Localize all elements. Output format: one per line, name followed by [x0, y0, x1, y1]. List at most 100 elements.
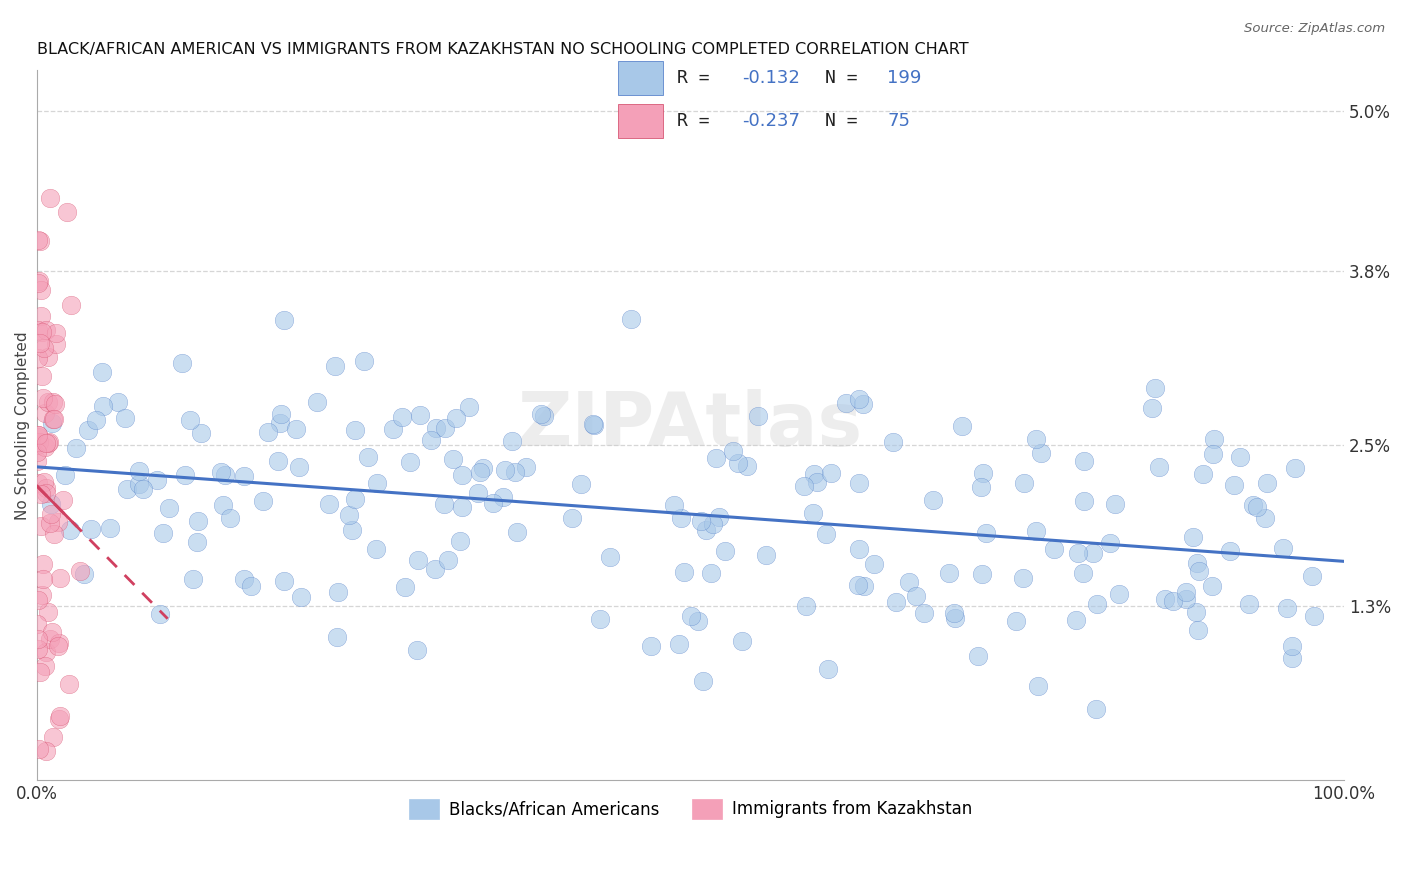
Point	[37, 350, 59, 364]
Point	[128, 464, 150, 478]
Point	[1254, 511, 1277, 525]
Point	[41, 416, 63, 430]
Point	[458, 401, 481, 415]
Point	[1012, 476, 1035, 491]
Legend: Blacks/African Americans, Immigrants from Kazakhstan: Blacks/African Americans, Immigrants fro…	[402, 793, 979, 825]
Point	[288, 460, 311, 475]
Text: ZIPAtlas: ZIPAtlas	[517, 389, 863, 462]
Point	[482, 496, 505, 510]
Point	[52, 492, 75, 507]
Point	[209, 465, 232, 479]
Point	[1084, 702, 1107, 716]
Point	[53, 468, 76, 483]
Point	[1271, 541, 1294, 555]
Point	[852, 397, 875, 411]
Point	[449, 534, 471, 549]
Point	[39, 497, 62, 511]
Point	[46, 515, 69, 529]
Point	[679, 608, 702, 623]
Point	[886, 595, 908, 609]
Point	[28, 274, 51, 288]
Y-axis label: No Schooling Completed: No Schooling Completed	[15, 331, 30, 520]
Point	[323, 359, 346, 374]
Point	[803, 467, 825, 481]
Point	[1140, 401, 1163, 415]
Point	[970, 567, 993, 582]
Point	[970, 480, 993, 494]
Point	[467, 486, 489, 500]
Point	[1181, 530, 1204, 544]
Text: R =: R =	[678, 69, 720, 87]
Point	[31, 588, 53, 602]
Text: -0.237: -0.237	[742, 112, 800, 130]
Point	[1187, 623, 1209, 637]
Point	[391, 409, 413, 424]
Point	[39, 191, 62, 205]
Point	[344, 423, 367, 437]
FancyBboxPatch shape	[619, 104, 664, 138]
Point	[48, 712, 70, 726]
Point	[1161, 593, 1184, 607]
Point	[569, 477, 592, 491]
Point	[356, 450, 378, 464]
Point	[904, 589, 927, 603]
Point	[31, 369, 53, 384]
Point	[1025, 524, 1047, 538]
Point	[451, 500, 474, 514]
Point	[1085, 598, 1108, 612]
Point	[433, 498, 456, 512]
Point	[582, 417, 605, 432]
Point	[848, 392, 870, 406]
Point	[1223, 478, 1246, 492]
Point	[441, 451, 464, 466]
Point	[233, 572, 256, 586]
Point	[28, 742, 51, 756]
Point	[30, 234, 52, 248]
Point	[30, 487, 52, 501]
Point	[34, 659, 56, 673]
Text: N =: N =	[825, 112, 869, 130]
Point	[700, 566, 723, 581]
Point	[30, 309, 52, 323]
FancyBboxPatch shape	[619, 61, 664, 95]
Point	[1174, 592, 1197, 607]
Point	[190, 426, 212, 441]
Point	[27, 233, 49, 247]
Text: -0.132: -0.132	[742, 69, 800, 87]
Point	[30, 519, 52, 533]
Point	[30, 336, 52, 351]
Point	[58, 677, 80, 691]
Point	[835, 396, 858, 410]
Point	[846, 577, 869, 591]
Point	[451, 467, 474, 482]
Point	[107, 394, 129, 409]
Point	[1154, 592, 1177, 607]
Point	[702, 516, 724, 531]
Point	[1031, 446, 1053, 460]
Point	[35, 486, 58, 500]
Point	[501, 434, 523, 448]
Point	[56, 204, 79, 219]
Text: R =: R =	[678, 112, 720, 130]
Point	[27, 427, 49, 442]
Point	[692, 673, 714, 688]
Point	[1174, 584, 1197, 599]
Point	[214, 468, 236, 483]
Point	[42, 731, 65, 745]
Point	[84, 413, 107, 427]
Point	[326, 585, 349, 599]
Point	[212, 498, 235, 512]
Point	[187, 514, 209, 528]
Point	[1219, 544, 1241, 558]
Point	[269, 416, 291, 430]
Point	[582, 417, 605, 431]
Point	[339, 508, 361, 523]
Point	[640, 639, 662, 653]
Point	[1143, 381, 1166, 395]
Point	[318, 497, 340, 511]
Point	[672, 565, 695, 579]
Point	[114, 411, 136, 425]
Point	[42, 412, 65, 426]
Point	[257, 425, 280, 439]
Point	[76, 423, 98, 437]
